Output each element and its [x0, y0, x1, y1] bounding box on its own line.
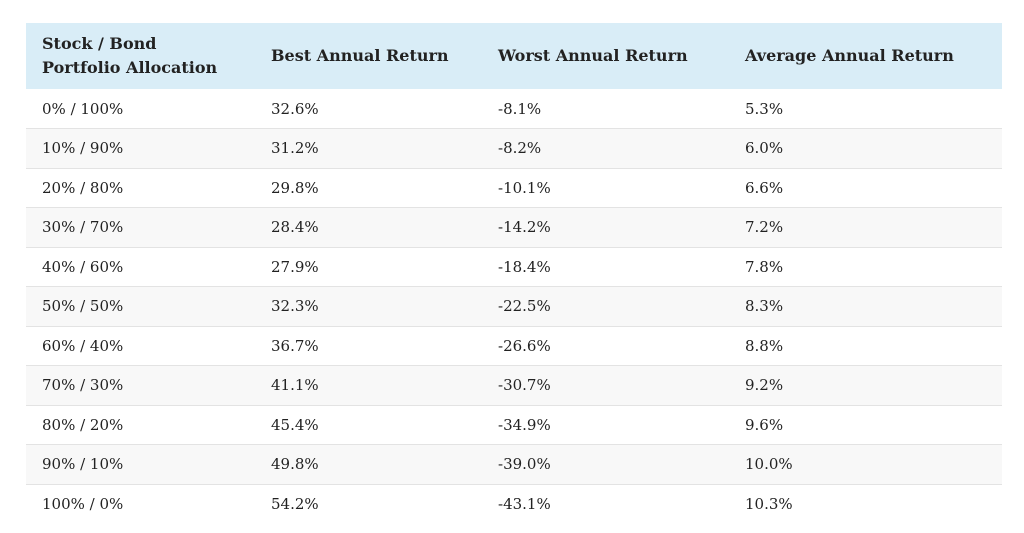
- cell-best-return: 36.7%: [271, 336, 319, 355]
- cell-average-return: 10.0%: [745, 455, 793, 474]
- cell-best-return: 54.2%: [271, 495, 319, 513]
- header-average-return: Average Annual Return: [745, 46, 954, 65]
- header-row: Stock / Bond Portfolio Allocation Best A…: [26, 23, 1002, 89]
- cell-allocation: 30% / 70%: [42, 218, 124, 237]
- table-row: 10% / 90% 31.2% -8.2% 6.0%: [26, 128, 1002, 168]
- cell-worst-return: -39.0%: [498, 455, 551, 474]
- cell-allocation: 70% / 30%: [42, 376, 124, 395]
- cell-worst-return: -26.6%: [498, 336, 551, 355]
- cell-worst-return: -8.2%: [498, 139, 542, 158]
- cell-best-return: 32.3%: [271, 297, 319, 316]
- table-row: 100% / 0% 54.2% -43.1% 10.3%: [26, 484, 1002, 524]
- header-best-return: Best Annual Return: [271, 46, 449, 65]
- cell-allocation: 90% / 10%: [42, 455, 124, 474]
- cell-worst-return: -34.9%: [498, 415, 551, 434]
- table-row: 60% / 40% 36.7% -26.6% 8.8%: [26, 326, 1002, 366]
- cell-average-return: 7.2%: [745, 218, 784, 237]
- cell-allocation: 60% / 40%: [42, 336, 124, 355]
- cell-worst-return: -14.2%: [498, 218, 551, 237]
- cell-worst-return: -18.4%: [498, 257, 551, 276]
- cell-allocation: 0% / 100%: [42, 99, 124, 118]
- cell-average-return: 9.6%: [745, 415, 784, 434]
- cell-worst-return: -30.7%: [498, 376, 551, 395]
- cell-worst-return: -43.1%: [498, 495, 551, 513]
- cell-average-return: 10.3%: [745, 495, 793, 513]
- cell-allocation: 50% / 50%: [42, 297, 124, 316]
- cell-average-return: 8.8%: [745, 336, 784, 355]
- table-row: 30% / 70% 28.4% -14.2% 7.2%: [26, 207, 1002, 247]
- cell-worst-return: -8.1%: [498, 99, 542, 118]
- cell-worst-return: -10.1%: [498, 178, 551, 197]
- table-row: 40% / 60% 27.9% -18.4% 7.8%: [26, 247, 1002, 287]
- table-row: 80% / 20% 45.4% -34.9% 9.6%: [26, 405, 1002, 445]
- table-row: 0% / 100% 32.6% -8.1% 5.3%: [26, 89, 1002, 129]
- cell-best-return: 27.9%: [271, 257, 319, 276]
- header-allocation-line2: Portfolio Allocation: [42, 58, 218, 77]
- cell-best-return: 45.4%: [271, 415, 319, 434]
- cell-allocation: 20% / 80%: [42, 178, 124, 197]
- cell-best-return: 28.4%: [271, 218, 319, 237]
- cell-best-return: 29.8%: [271, 178, 319, 197]
- cell-average-return: 6.0%: [745, 139, 784, 158]
- cell-average-return: 9.2%: [745, 376, 784, 395]
- cell-allocation: 80% / 20%: [42, 415, 124, 434]
- cell-best-return: 32.6%: [271, 99, 319, 118]
- portfolio-returns-table: Stock / Bond Portfolio Allocation Best A…: [26, 23, 1002, 524]
- cell-average-return: 8.3%: [745, 297, 784, 316]
- returns-table-container: Stock / Bond Portfolio Allocation Best A…: [26, 23, 1002, 524]
- cell-average-return: 6.6%: [745, 178, 784, 197]
- cell-allocation: 40% / 60%: [42, 257, 124, 276]
- table-header: Stock / Bond Portfolio Allocation Best A…: [26, 23, 1002, 89]
- table-row: 70% / 30% 41.1% -30.7% 9.2%: [26, 365, 1002, 405]
- cell-allocation: 10% / 90%: [42, 139, 124, 158]
- header-allocation-line1: Stock / Bond: [42, 34, 157, 53]
- cell-best-return: 41.1%: [271, 376, 319, 395]
- table-row: 90% / 10% 49.8% -39.0% 10.0%: [26, 444, 1002, 484]
- cell-worst-return: -22.5%: [498, 297, 551, 316]
- cell-allocation: 100% / 0%: [42, 495, 124, 513]
- header-allocation: Stock / Bond Portfolio Allocation: [26, 23, 255, 89]
- table-row: 50% / 50% 32.3% -22.5% 8.3%: [26, 286, 1002, 326]
- cell-best-return: 49.8%: [271, 455, 319, 474]
- table-row: 20% / 80% 29.8% -10.1% 6.6%: [26, 168, 1002, 208]
- cell-average-return: 5.3%: [745, 99, 784, 118]
- cell-best-return: 31.2%: [271, 139, 319, 158]
- header-worst-return: Worst Annual Return: [498, 46, 688, 65]
- table-body: 0% / 100% 32.6% -8.1% 5.3% 10% / 90% 31.2% -8.…: [26, 89, 1002, 524]
- cell-average-return: 7.8%: [745, 257, 784, 276]
